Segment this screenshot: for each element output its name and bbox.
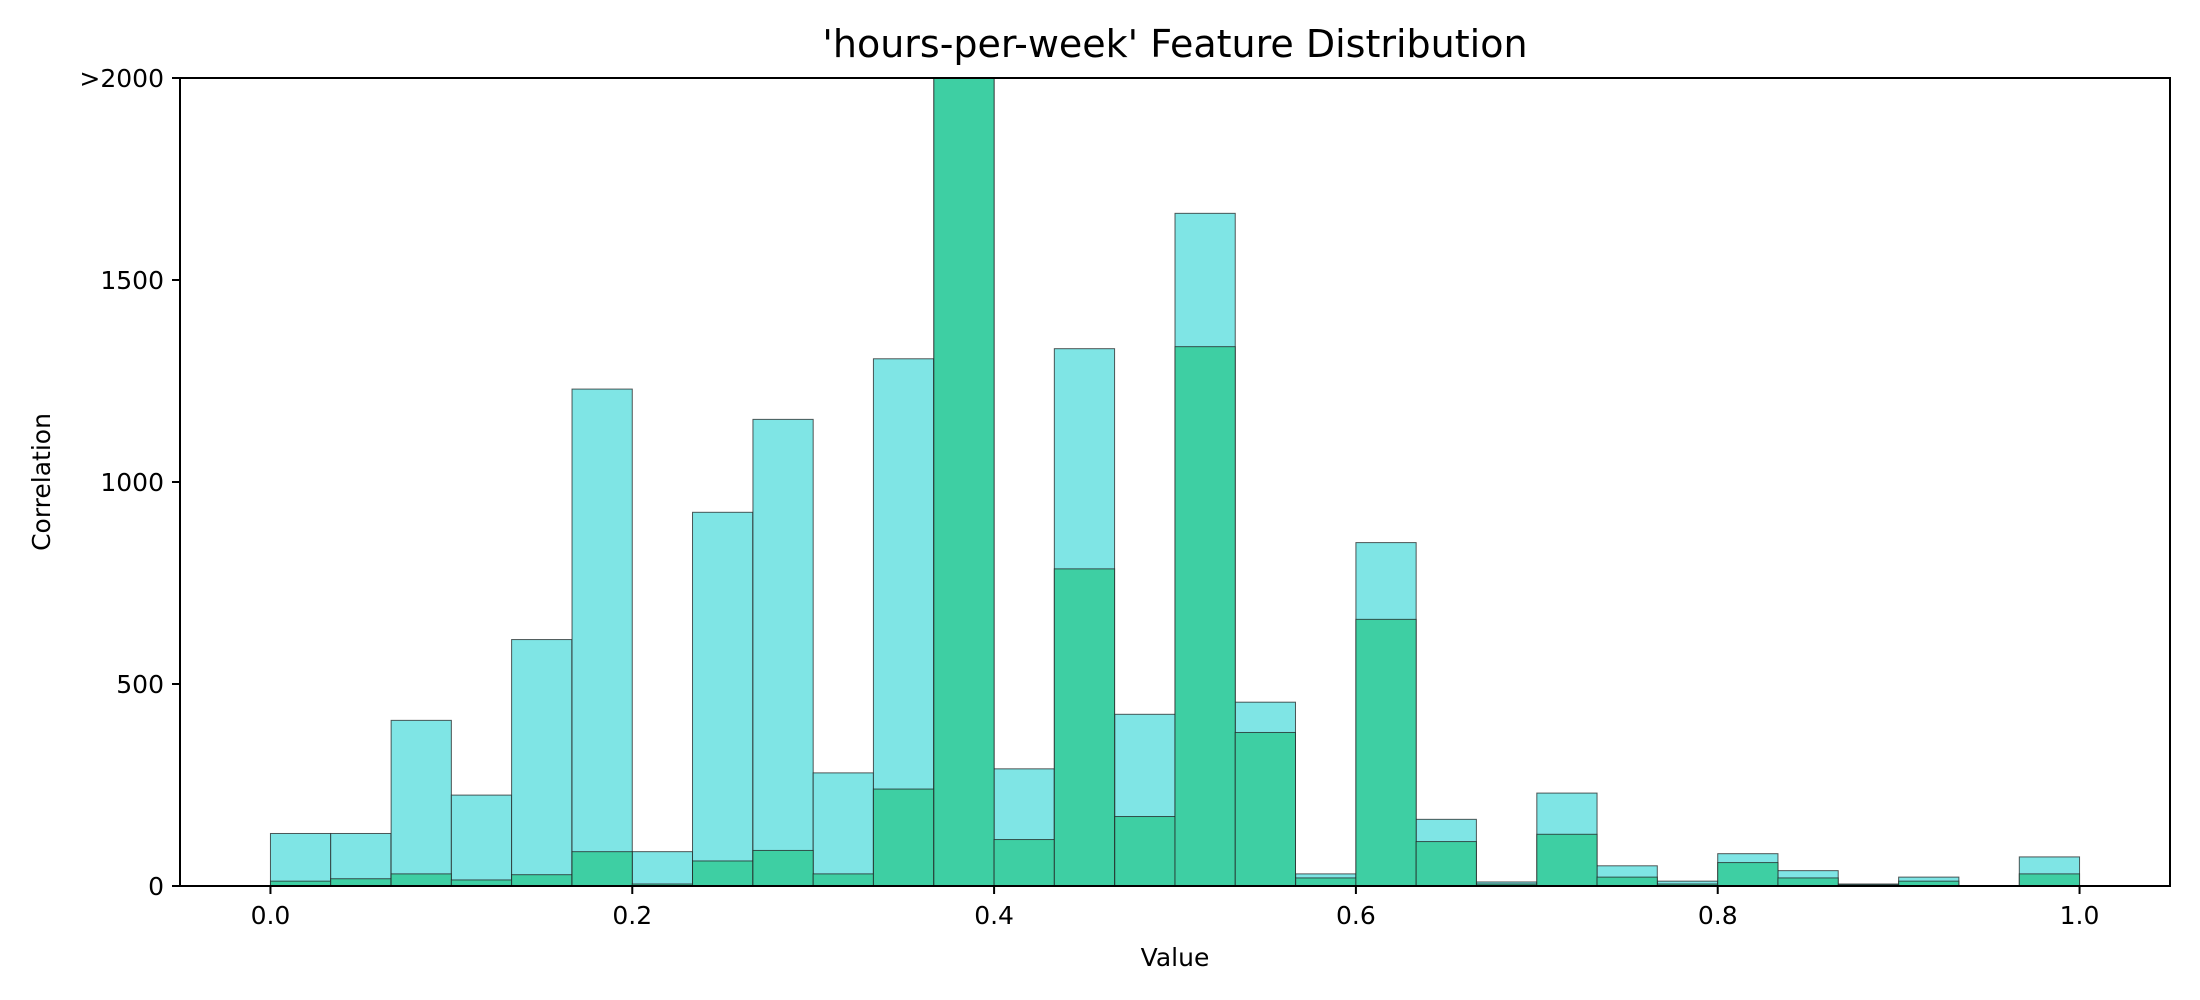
- bar-series-2-bin-11: [872, 788, 935, 887]
- bar-series-2-bin-25: [1717, 862, 1779, 887]
- bar-series-1-bin-9: [752, 418, 814, 887]
- bar-series-1-bin-1: [269, 832, 332, 887]
- x-axis-label: Value: [1141, 943, 1210, 972]
- bar-series-2-bin-3: [390, 873, 452, 887]
- bar-series-2-bin-23: [1596, 876, 1658, 887]
- ticks-layer: 0.0 0.2 0.4 0.6 0.8 1.0 0 500 1000 1500 >2000: [79, 64, 2099, 930]
- bar-series-2-bin-17: [1234, 731, 1296, 887]
- bar-series-1-bin-7: [631, 851, 694, 887]
- bar-series-1-bin-3: [390, 719, 452, 887]
- bar-series-2-bin-9: [752, 849, 814, 887]
- bar-series-1-bin-5: [511, 639, 573, 887]
- bar-series-2-bin-30: [2018, 873, 2081, 887]
- bar-series-2-bin-20: [1415, 841, 1477, 887]
- bar-series-2-bin-14: [1053, 568, 1116, 887]
- x-tick-label-4: 0.6: [1336, 901, 1376, 930]
- bar-series-1-bin-4: [450, 794, 513, 887]
- bar-series-1-bin-10: [812, 772, 874, 887]
- bar-series-1-bin-8: [692, 511, 754, 887]
- x-tick-label-1: 0.0: [251, 901, 291, 930]
- bar-series-2-bin-2: [330, 878, 392, 887]
- y-tick-label-5: >2000: [79, 64, 164, 93]
- bar-series-2-bin-10: [812, 873, 874, 887]
- y-tick-label-1: 0: [148, 872, 164, 901]
- bar-series-2-bin-13: [993, 839, 1055, 887]
- bar-series-2-bin-6: [571, 851, 633, 887]
- bar-series-2-bin-18: [1295, 877, 1357, 887]
- bar-series-1-bin-6: [571, 388, 633, 887]
- bar-series-2-bin-8: [692, 860, 754, 887]
- y-tick-label-3: 1000: [100, 468, 164, 497]
- bar-series-2-bin-16: [1174, 346, 1236, 887]
- y-axis-label: Correlation: [27, 413, 56, 551]
- bars-layer: [269, 77, 2081, 887]
- y-tick-label-4: 1500: [100, 266, 164, 295]
- bar-series-2-bin-12: [933, 77, 995, 887]
- bar-series-2-bin-5: [511, 874, 573, 887]
- bar-series-2-bin-22: [1536, 833, 1598, 887]
- x-tick-label-3: 0.4: [974, 901, 1014, 930]
- x-tick-label-2: 0.2: [612, 901, 652, 930]
- y-tick-label-2: 500: [116, 670, 164, 699]
- bar-series-2-bin-26: [1777, 877, 1839, 887]
- chart-title: 'hours-per-week' Feature Distribution: [822, 22, 1527, 66]
- bar-series-1-bin-2: [330, 832, 392, 887]
- bar-series-2-bin-15: [1114, 816, 1176, 887]
- x-tick-label-6: 1.0: [2060, 901, 2100, 930]
- bar-series-2-bin-19: [1355, 618, 1417, 887]
- x-tick-label-5: 0.8: [1698, 901, 1738, 930]
